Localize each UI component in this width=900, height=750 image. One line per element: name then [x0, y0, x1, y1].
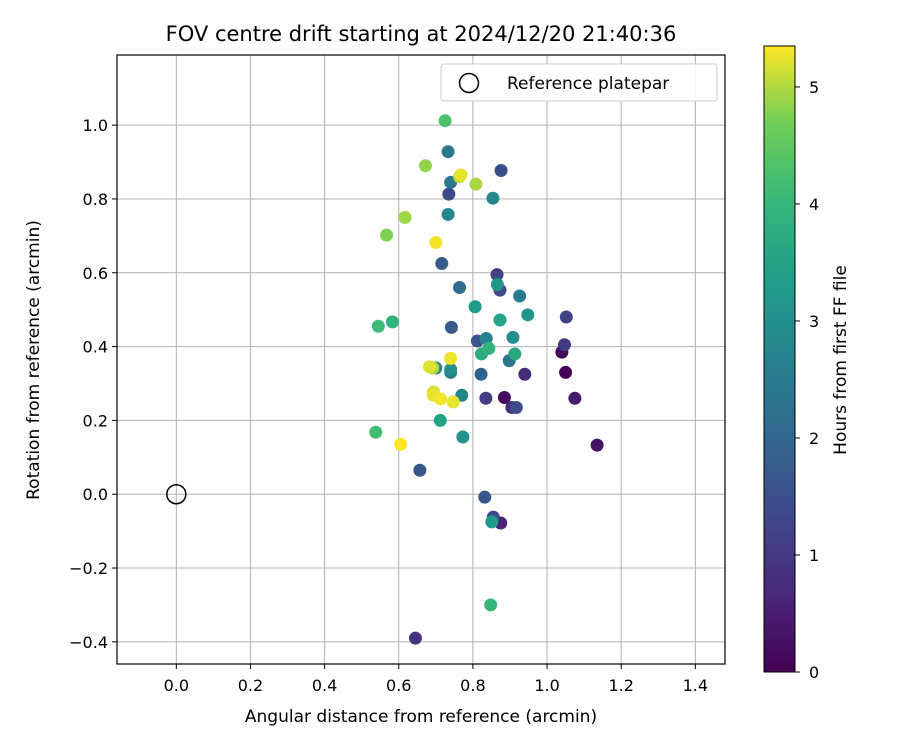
data-point [484, 598, 498, 612]
data-point [559, 365, 573, 379]
data-point [429, 235, 443, 249]
data-point [394, 437, 408, 451]
data-point [478, 490, 492, 504]
data-point [398, 210, 412, 224]
data-point [557, 338, 571, 352]
plot-frame [116, 54, 726, 665]
legend-reference-marker [458, 72, 480, 94]
data-point [456, 430, 470, 444]
x-tick-label: 1.0 [534, 676, 559, 695]
y-tick-label: 1.0 [83, 116, 108, 135]
x-tick-label: 0.0 [164, 676, 189, 695]
colorbar: 0 1 2 3 4 5 Hours from first FF file [763, 45, 851, 682]
colorbar-tick-label: 0 [809, 663, 819, 682]
data-point [444, 351, 458, 365]
data-point [521, 308, 535, 322]
data-point [494, 164, 508, 178]
legend-reference-label: Reference platepar [507, 74, 669, 94]
x-axis-label: Angular distance from reference (arcmin) [245, 707, 597, 727]
data-point [568, 391, 582, 405]
colorbar-tick-label: 1 [809, 546, 819, 565]
data-point [444, 362, 458, 376]
data-point [490, 268, 504, 282]
data-point [408, 631, 422, 645]
data-point [438, 114, 452, 128]
data-point [559, 310, 573, 324]
y-tick-label: 0.4 [83, 338, 108, 357]
data-point [468, 300, 482, 314]
data-point [485, 515, 499, 529]
data-point [444, 320, 458, 334]
data-point [518, 367, 532, 381]
data-point [371, 319, 385, 333]
y-tick-label: 0.0 [83, 485, 108, 504]
data-points [369, 114, 604, 645]
data-point [486, 191, 500, 205]
data-point [506, 330, 520, 344]
colorbar-tick-label: 5 [809, 78, 819, 97]
data-point [434, 392, 448, 406]
legend: Reference platepar [440, 63, 718, 102]
data-point [508, 347, 522, 361]
data-point [513, 289, 527, 303]
y-tick-label: 0.2 [83, 411, 108, 430]
data-point [433, 413, 447, 427]
data-point [369, 425, 383, 439]
chart-title: FOV centre drift starting at 2024/12/20 … [166, 22, 677, 46]
grid-lines [117, 55, 725, 664]
data-point [469, 177, 483, 191]
y-tick-label: 0.8 [83, 190, 108, 209]
data-point [509, 400, 523, 414]
data-point [490, 278, 504, 292]
data-point [441, 145, 455, 159]
y-tick-label: −0.4 [69, 633, 108, 652]
x-tick-label: 0.8 [460, 676, 485, 695]
data-point [442, 187, 456, 201]
legend-box [440, 63, 718, 102]
data-point [482, 341, 496, 355]
data-point [418, 159, 432, 173]
data-point [474, 367, 488, 381]
y-tick-label: −0.2 [69, 559, 108, 578]
colorbar-tick-label: 4 [809, 195, 819, 214]
data-point [423, 360, 437, 374]
y-axis-label: Rotation from reference (arcmin) [24, 220, 44, 500]
reference-platepar-marker [166, 483, 187, 505]
x-tick-label: 1.4 [683, 676, 708, 695]
data-point [497, 391, 511, 405]
colorbar-ticks: 0 1 2 3 4 5 [795, 78, 819, 682]
y-axis-ticks: −0.4 −0.2 0.0 0.2 0.4 0.6 0.8 1.0 [69, 116, 117, 652]
x-tick-label: 1.2 [608, 676, 633, 695]
x-tick-label: 0.6 [386, 676, 411, 695]
data-point [479, 331, 493, 345]
colorbar-tick-label: 2 [809, 429, 819, 448]
x-tick-label: 0.2 [238, 676, 263, 695]
data-point [413, 463, 427, 477]
colorbar-gradient [763, 45, 796, 673]
data-point [479, 391, 493, 405]
data-point [454, 168, 468, 182]
data-point [453, 281, 467, 295]
data-point [380, 228, 394, 242]
data-point [493, 313, 507, 327]
data-point [590, 438, 604, 452]
y-tick-label: 0.6 [83, 264, 108, 283]
data-point [446, 395, 460, 409]
data-point [385, 315, 399, 329]
colorbar-label: Hours from first FF file [831, 265, 851, 455]
colorbar-tick-label: 3 [809, 312, 819, 331]
data-point [441, 207, 455, 221]
x-axis-ticks: 0.0 0.2 0.4 0.6 0.8 1.0 1.2 1.4 [164, 664, 708, 695]
x-tick-label: 0.4 [312, 676, 337, 695]
data-point [435, 257, 449, 271]
